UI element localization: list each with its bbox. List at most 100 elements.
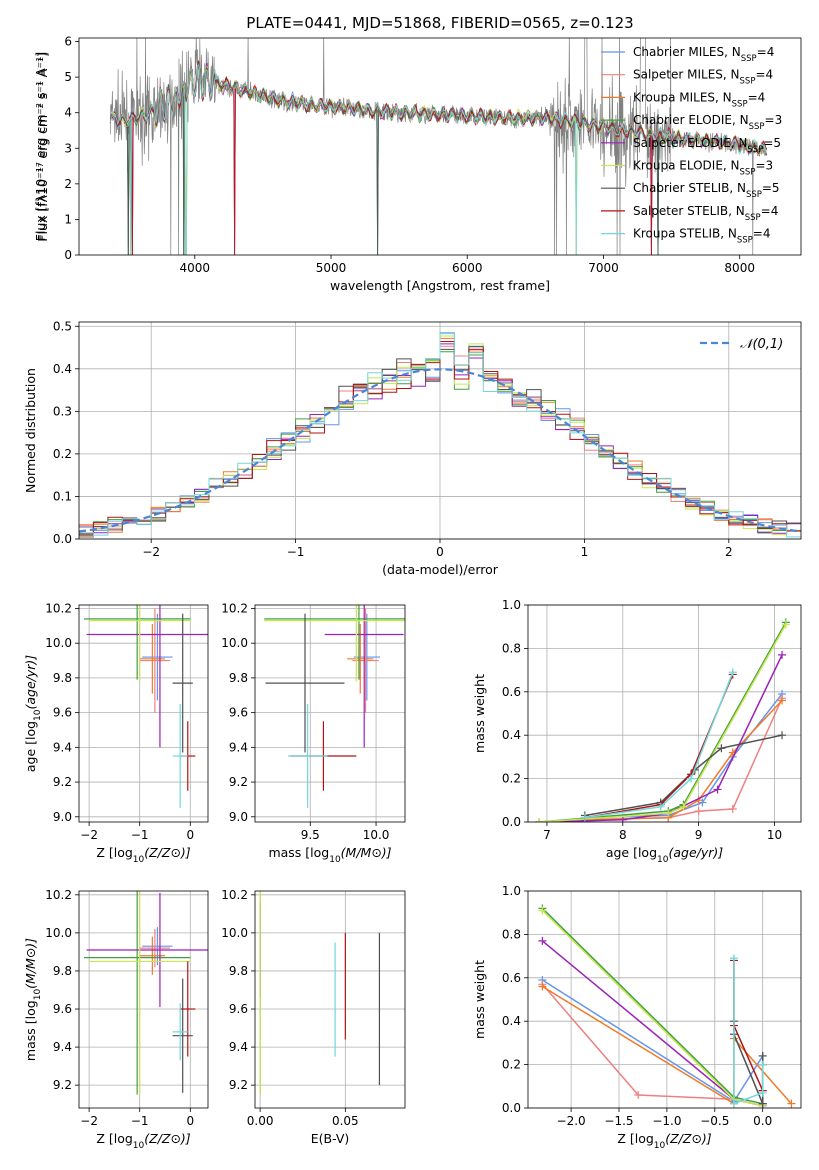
mass-weight-point xyxy=(758,1051,767,1060)
y-tick-label: 9.2 xyxy=(229,775,248,789)
mass-weight-vs-age-panel: 7 8 9 10 0.0 0.2 0.4 0.6 0.8 1.0 age [log10(age/yr… xyxy=(472,598,802,865)
legend-label: Salpeter STELIB, NSSP=4 xyxy=(633,204,778,223)
plot-area xyxy=(538,904,796,1108)
x-axis-label: mass [log10(M/M⊙)] xyxy=(268,845,391,865)
x-tick-label: −1.5 xyxy=(604,1114,633,1128)
y-tick-label: 10.0 xyxy=(45,926,72,940)
y-tick-label: 10.2 xyxy=(45,888,72,902)
mass-weight-line xyxy=(541,983,763,1107)
plot-area xyxy=(109,38,768,255)
mass-weight-line xyxy=(733,960,764,1091)
normal-curve xyxy=(79,368,801,533)
x-axis-label: Z [log10(Z/Z⊙)] xyxy=(96,845,190,865)
y-tick-label: 10.2 xyxy=(221,601,248,615)
y-tick-label: 9.0 xyxy=(229,810,248,824)
y-tick-label: 0.1 xyxy=(53,489,72,503)
y-axis-label: Flux [fλ10⁻¹⁷ erg cm⁻² s⁻¹ A⁻¹] xyxy=(35,52,50,241)
legend-label: Salpeter MILES, NSSP=4 xyxy=(633,68,773,87)
x-tick-label: 0 xyxy=(186,828,194,842)
plot-area xyxy=(84,891,208,1095)
plot-area xyxy=(79,332,801,538)
mass-weight-point xyxy=(679,802,688,811)
x-axis-label: Z [log10(Z/Z⊙)] xyxy=(617,1131,711,1151)
y-tick-label: 9.6 xyxy=(229,706,248,720)
mass-weight-point xyxy=(758,1088,767,1097)
mass-weight-point xyxy=(538,982,547,991)
y-tick-label: 1.0 xyxy=(502,598,521,612)
y-tick-label: 0.3 xyxy=(53,404,72,418)
x-tick-label: −2 xyxy=(142,545,160,559)
mass-vs-Z-panel: −2 −1 0 9.2 9.4 9.6 9.8 10.0 10.2 Z [log10(Z/Z⊙)]… xyxy=(23,888,209,1151)
y-tick-label: 10.2 xyxy=(221,888,248,902)
y-tick-label: 9.8 xyxy=(229,671,248,685)
x-tick-label: −1 xyxy=(287,545,305,559)
age-vs-Z-panel: −2 −1 0 9.0 9.2 9.4 9.6 9.8 10.0 10.2 Z [log10(Z/Z… xyxy=(23,601,209,865)
plot-area xyxy=(259,891,381,1095)
mass-weight-line xyxy=(733,958,764,1105)
mass-weight-point xyxy=(729,954,738,963)
y-axis-label: mass weight xyxy=(472,674,487,753)
mass-weight-line xyxy=(584,674,734,819)
y-tick-label: 0.0 xyxy=(53,532,72,546)
mass-weight-point xyxy=(656,802,665,811)
x-axis-label: Z [log10(Z/Z⊙)] xyxy=(96,1131,190,1151)
y-tick-label: 0.0 xyxy=(502,815,521,829)
mass-weight-point xyxy=(758,1060,767,1069)
mass-weight-point xyxy=(787,1099,796,1108)
y-tick-label: 10.0 xyxy=(45,636,72,650)
mass-weight-point xyxy=(538,936,547,945)
mass-weight-point xyxy=(694,807,703,816)
y-tick-label: 0.2 xyxy=(53,447,72,461)
mass-weight-point xyxy=(618,815,627,822)
x-tick-label: 2 xyxy=(725,545,733,559)
legend-label: 𝒩(0,1) xyxy=(740,337,783,352)
x-tick-label: −0.5 xyxy=(700,1114,729,1128)
y-tick-label: 0.8 xyxy=(502,927,521,941)
x-tick-label: 4000 xyxy=(180,261,211,275)
axes-frame xyxy=(78,321,802,540)
legend-label: Kroupa STELIB, NSSP=4 xyxy=(633,227,771,246)
y-tick-label: 9.4 xyxy=(229,740,248,754)
residuals-panel: −2 −1 0 1 2 0.0 0.1 0.2 0.3 0.4 0.5 (data-model)/er… xyxy=(23,319,802,577)
y-tick-label: 9.6 xyxy=(229,1002,248,1016)
y-tick-label: 9.4 xyxy=(53,740,72,754)
y-tick-label: 9.2 xyxy=(53,775,72,789)
mass-weight-point xyxy=(535,818,544,822)
x-tick-label: 0 xyxy=(186,1114,194,1128)
spectrum-panel: 4000 5000 6000 7000 8000 0 1 2 3 4 5 6 wavelength [A… xyxy=(33,35,802,293)
axes-frame xyxy=(527,890,802,1109)
x-tick-label: −1 xyxy=(131,1114,149,1128)
x-tick-label: −2 xyxy=(80,828,98,842)
y-tick-label: 0.2 xyxy=(502,772,521,786)
y-tick-label: 9.6 xyxy=(53,706,72,720)
x-tick-label: 6000 xyxy=(452,261,483,275)
mass-weight-point xyxy=(664,809,673,818)
y-tick-label: 10.2 xyxy=(45,601,72,615)
x-tick-label: 0.0 xyxy=(753,1114,772,1128)
y-tick-label: 0.8 xyxy=(502,641,521,655)
age-vs-mass-panel: 9.5 10.0 9.0 9.2 9.4 9.6 9.8 10.0 10.2 mass [log1… xyxy=(221,601,406,865)
axes-frame xyxy=(78,37,802,256)
y-tick-label: 0 xyxy=(64,248,72,262)
legend-label: Chabrier MILES, NSSP=4 xyxy=(633,45,774,64)
y-tick-label: 9.4 xyxy=(229,1040,248,1054)
y-tick-label: 5 xyxy=(64,70,72,84)
mass-weight-point xyxy=(687,774,696,783)
y-tick-label: 0.6 xyxy=(502,685,521,699)
mass-weight-line xyxy=(541,979,764,1104)
legend-label: Kroupa MILES, NSSP=4 xyxy=(633,90,765,109)
y-tick-label: 9.8 xyxy=(53,964,72,978)
y-axis-label: Flux [fλ10⁻¹⁷ erg cm⁻² s⁻¹ A⁻¹] xyxy=(33,52,48,241)
x-tick-label: 0 xyxy=(436,545,444,559)
mass-weight-point xyxy=(778,731,787,740)
y-axis-label: age [log10(age/yr)] xyxy=(23,655,43,772)
legend-label: Chabrier ELODIE, NSSP=3 xyxy=(633,113,782,132)
x-tick-label: 0.00 xyxy=(247,1114,274,1128)
y-axis-label: Normed distribution xyxy=(23,368,38,493)
x-axis-label: wavelength [Angstrom, rest frame] xyxy=(330,278,550,293)
y-tick-label: 9.8 xyxy=(53,671,72,685)
y-tick-label: 6 xyxy=(64,35,72,49)
axes-frame xyxy=(527,604,802,823)
y-tick-label: 9.8 xyxy=(229,964,248,978)
